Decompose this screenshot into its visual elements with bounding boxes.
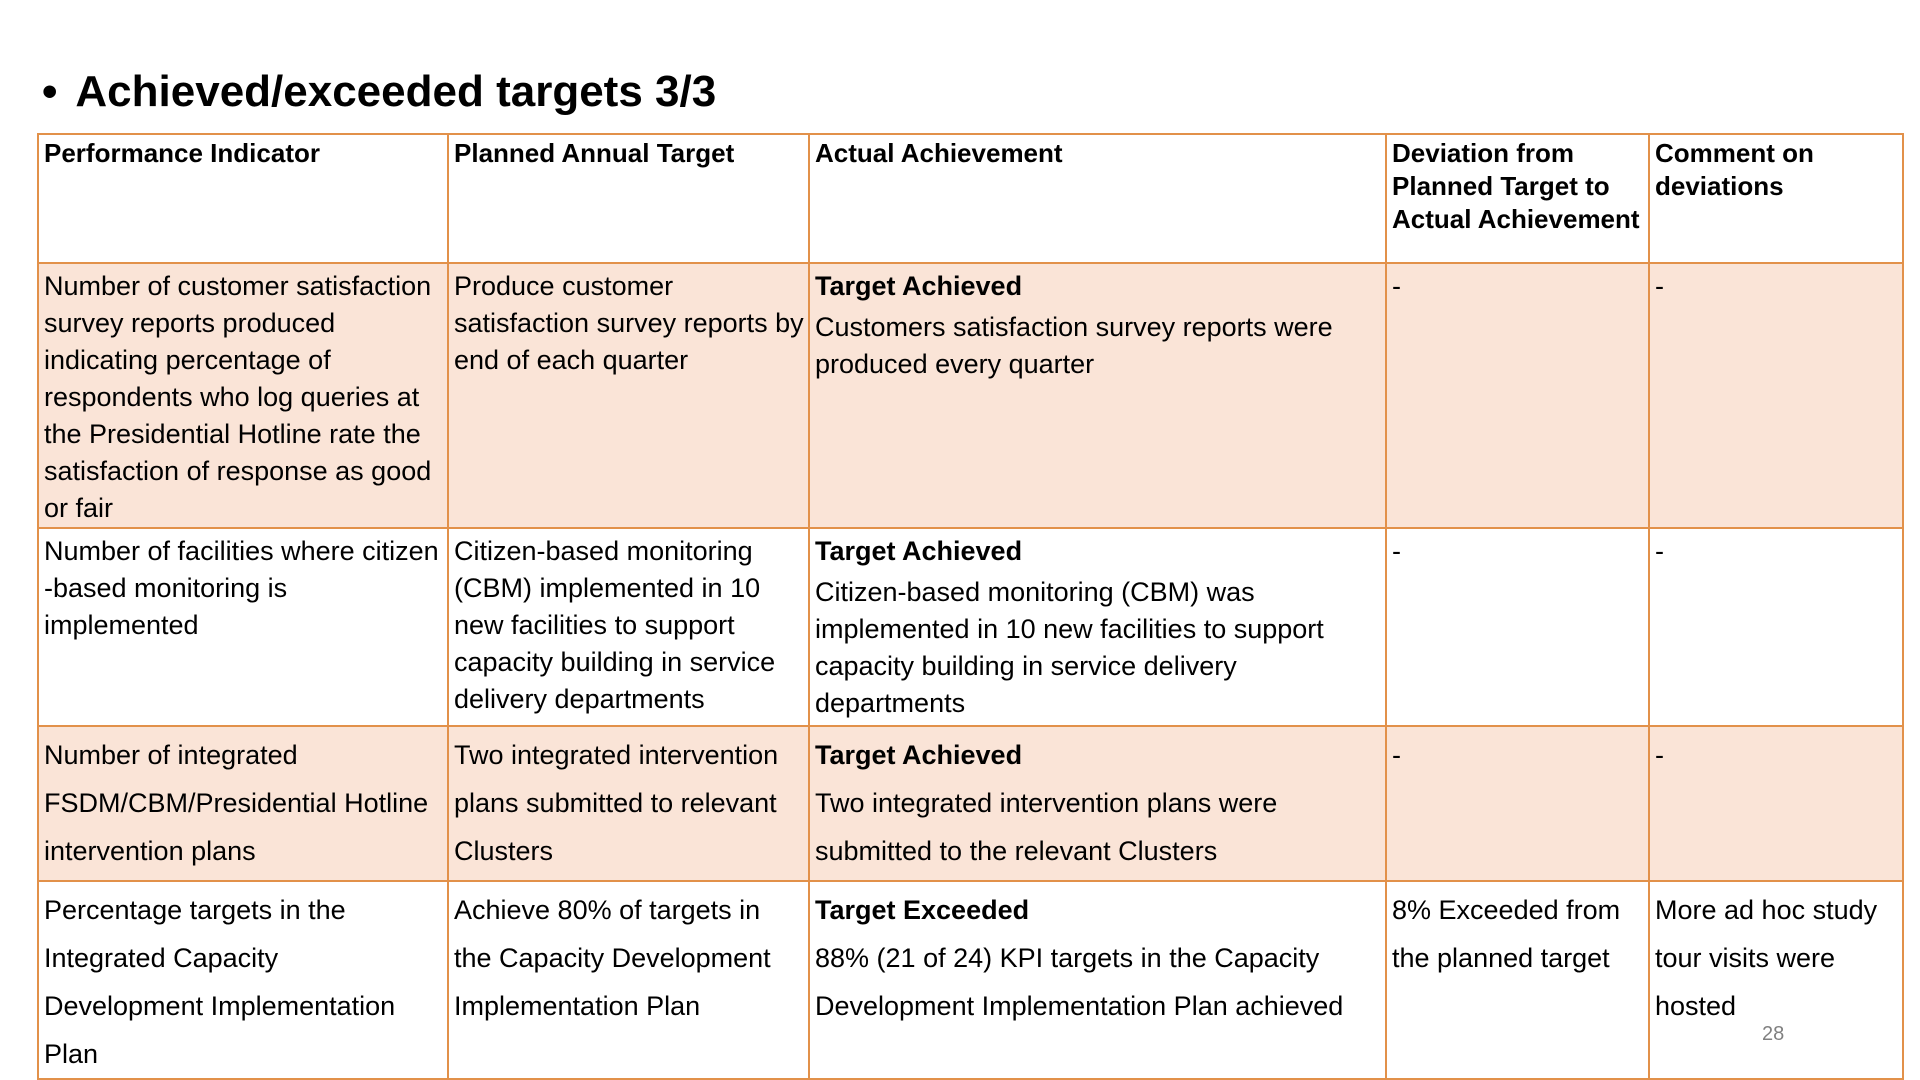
- comment-cell: -: [1648, 262, 1904, 529]
- achievement-cell: Target Achieved Customers satisfaction s…: [808, 262, 1387, 529]
- deviation-cell: -: [1385, 527, 1650, 727]
- table-row: Number of customer satisfaction survey r…: [37, 262, 1904, 529]
- achievement-cell: Target Achieved Citizen-based monitoring…: [808, 527, 1387, 727]
- achievement-cell: Target Exceeded 88% (21 of 24) KPI targe…: [808, 880, 1387, 1080]
- status-label: Target Achieved: [815, 740, 1023, 770]
- indicator-cell: Number of integrated FSDM/CBM/Presidenti…: [37, 725, 449, 882]
- indicator-cell: Percentage targets in the Integrated Cap…: [37, 880, 449, 1080]
- deviation-cell: -: [1385, 262, 1650, 529]
- achievement-text: Two integrated intervention plans were s…: [815, 788, 1278, 866]
- header-deviation: Deviation from Planned Target to Actual …: [1385, 133, 1650, 264]
- comment-cell: -: [1648, 725, 1904, 882]
- status-label: Target Achieved: [815, 271, 1023, 301]
- header-performance-indicator: Performance Indicator: [37, 133, 449, 264]
- target-cell: Achieve 80% of targets in the Capacity D…: [447, 880, 810, 1080]
- target-cell: Two integrated intervention plans submit…: [447, 725, 810, 882]
- comment-cell: More ad hoc study tour visits were hoste…: [1648, 880, 1904, 1080]
- table-row: Percentage targets in the Integrated Cap…: [37, 880, 1904, 1080]
- title-text: Achieved/exceeded targets 3/3: [75, 67, 717, 116]
- status-label: Target Exceeded: [815, 895, 1030, 925]
- achievement-text: Citizen-based monitoring (CBM) was imple…: [815, 577, 1324, 718]
- header-actual-achievement: Actual Achievement: [808, 133, 1387, 264]
- page-number: 28: [1762, 1023, 1785, 1045]
- table-row: Number of facilities where citizen -base…: [37, 527, 1904, 727]
- indicator-cell: Number of customer satisfaction survey r…: [37, 262, 449, 529]
- comment-cell: -: [1648, 527, 1904, 727]
- table-header-row: Performance Indicator Planned Annual Tar…: [37, 133, 1904, 264]
- achievement-text: 88% (21 of 24) KPI targets in the Capaci…: [815, 943, 1344, 1021]
- header-comment: Comment on deviations: [1648, 133, 1904, 264]
- slide-title: • Achieved/exceeded targets 3/3: [42, 66, 716, 118]
- status-label: Target Achieved: [815, 536, 1023, 566]
- achievement-cell: Target Achieved Two integrated intervent…: [808, 725, 1387, 882]
- performance-table: Performance Indicator Planned Annual Tar…: [37, 133, 1904, 1080]
- header-planned-annual-target: Planned Annual Target: [447, 133, 810, 264]
- deviation-cell: 8% Exceeded from the planned target: [1385, 880, 1650, 1080]
- target-cell: Citizen-based monitoring (CBM) implement…: [447, 527, 810, 727]
- table-row: Number of integrated FSDM/CBM/Presidenti…: [37, 725, 1904, 882]
- target-cell: Produce customer satisfaction survey rep…: [447, 262, 810, 529]
- deviation-cell: -: [1385, 725, 1650, 882]
- achievement-text: Customers satisfaction survey reports we…: [815, 312, 1333, 379]
- indicator-cell: Number of facilities where citizen -base…: [37, 527, 449, 727]
- title-bullet: •: [42, 67, 58, 116]
